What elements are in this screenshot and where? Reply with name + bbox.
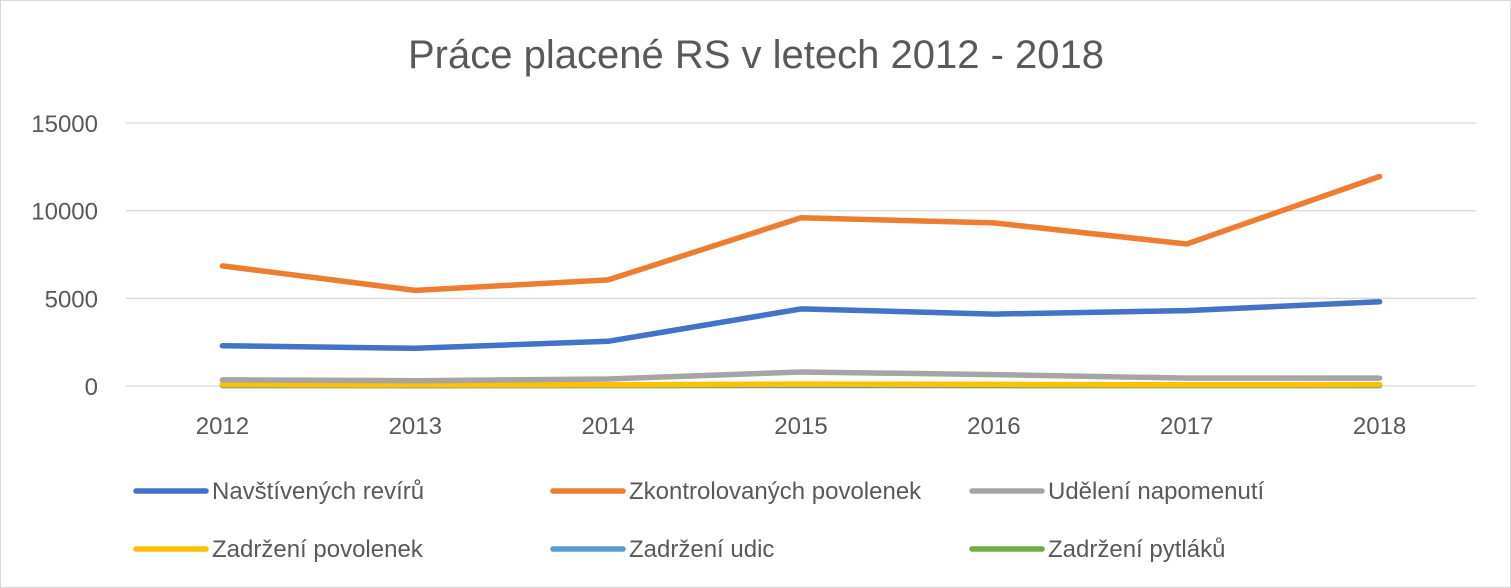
legend-label: Zadržení pytláků: [1048, 536, 1225, 563]
series-line-3: [219, 369, 1383, 384]
legend-item: Zkontrolovaných povolenek: [550, 478, 922, 505]
legend-label: Zadržení povolenek: [212, 536, 424, 563]
x-tick-label: 2017: [1160, 413, 1213, 440]
y-tick-label: 10000: [31, 199, 98, 226]
legend: Navštívených revírů Zkontrolovaných povol…: [133, 478, 1264, 563]
legend-label: Udělení napomenutí: [1048, 478, 1264, 505]
legend-item: Zadržení udic: [550, 536, 774, 563]
legend-item: Zadržení povolenek: [133, 536, 424, 563]
y-axis-ticks: 0 5000 10000 15000: [31, 111, 98, 401]
legend-label: Zkontrolovaných povolenek: [629, 478, 922, 505]
x-tick-label: 2013: [389, 413, 442, 440]
x-tick-label: 2016: [967, 413, 1020, 440]
y-tick-label: 15000: [31, 111, 98, 138]
x-tick-label: 2012: [196, 413, 249, 440]
x-axis-ticks: 2012 2013 2014 2015 2016 2017 2018: [196, 413, 1407, 440]
legend-item: Navštívených revírů: [133, 478, 424, 505]
series-line-2: [219, 173, 1383, 294]
series-line-1: [219, 299, 1383, 352]
legend-label: Navštívených revírů: [212, 478, 424, 505]
series-line-4: [219, 381, 1383, 388]
legend-item: Udělení napomenutí: [969, 478, 1264, 505]
y-tick-label: 5000: [45, 286, 98, 313]
x-tick-label: 2018: [1353, 413, 1406, 440]
series-lines: [219, 173, 1383, 389]
y-tick-label: 0: [85, 374, 98, 401]
chart-title: Práce placené RS v letech 2012 - 2018: [408, 33, 1104, 77]
x-tick-label: 2014: [581, 413, 634, 440]
x-tick-label: 2015: [774, 413, 827, 440]
legend-label: Zadržení udic: [629, 536, 774, 563]
legend-item: Zadržení pytláků: [969, 536, 1225, 563]
